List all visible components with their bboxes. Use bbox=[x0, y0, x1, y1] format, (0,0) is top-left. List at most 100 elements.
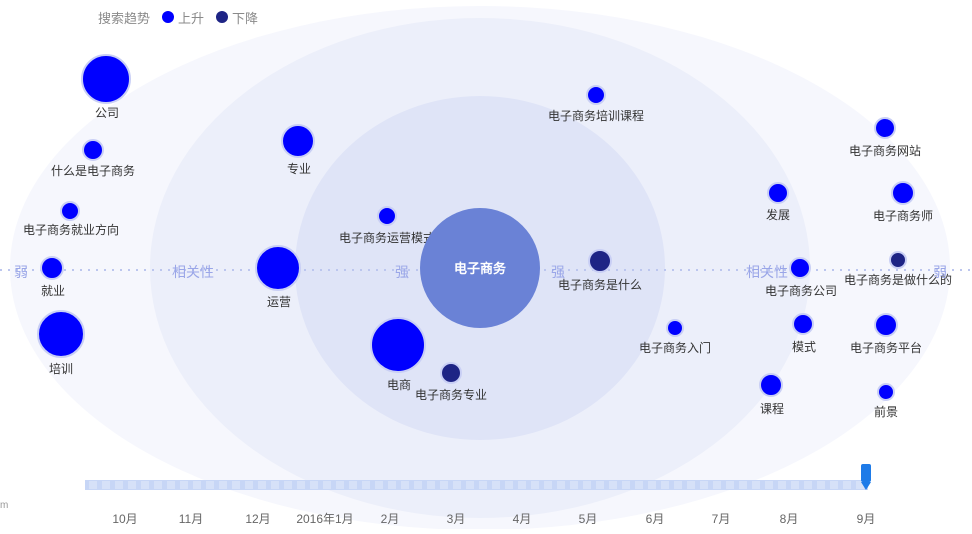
keyword-bubble[interactable]: 电子商务是做什么的 bbox=[844, 251, 952, 287]
keyword-bubble[interactable]: 什么是电子商务 bbox=[51, 139, 135, 178]
timeline-segment bbox=[414, 481, 422, 489]
timeline-segment bbox=[622, 481, 630, 489]
timeline-segment bbox=[830, 481, 838, 489]
keyword-bubble[interactable]: 电商 bbox=[370, 317, 426, 392]
bubble-mark[interactable] bbox=[281, 124, 315, 158]
keyword-bubble[interactable]: 电子商务平台 bbox=[850, 313, 922, 355]
timeline-month-label[interactable]: 12月 bbox=[245, 512, 270, 526]
bubble-label: 电子商务是什么 bbox=[558, 277, 642, 292]
bubble-label: 专业 bbox=[287, 161, 311, 176]
legend-up-icon bbox=[162, 11, 175, 23]
timeline-month-label[interactable]: 7月 bbox=[712, 512, 731, 526]
bubble-label: 电子商务网站 bbox=[849, 143, 921, 158]
timeline-handle[interactable] bbox=[861, 464, 871, 490]
center-keyword-label: 电子商务 bbox=[454, 261, 507, 276]
bubble-label: 就业 bbox=[41, 284, 65, 298]
bubble-mark[interactable] bbox=[891, 181, 915, 205]
bubble-label: 课程 bbox=[760, 401, 784, 416]
timeline-segment bbox=[843, 481, 851, 489]
keyword-bubble[interactable]: 发展 bbox=[766, 182, 790, 222]
timeline-segment bbox=[648, 481, 656, 489]
keyword-bubble[interactable]: 运营 bbox=[255, 245, 301, 309]
bubble-mark[interactable] bbox=[377, 206, 397, 226]
bubble-label: 运营 bbox=[267, 295, 291, 309]
bubble-mark[interactable] bbox=[767, 182, 789, 204]
bubble-label: 电子商务就业方向 bbox=[23, 222, 119, 237]
bubble-label: 模式 bbox=[792, 340, 816, 354]
legend-item-up[interactable]: 上升 bbox=[162, 8, 204, 27]
keyword-bubble[interactable]: 电子商务入门 bbox=[639, 319, 711, 355]
timeline-month-label[interactable]: 10月 bbox=[112, 512, 137, 526]
keyword-bubble[interactable]: 电子商务培训课程 bbox=[548, 85, 644, 123]
bubble-mark[interactable] bbox=[874, 313, 898, 337]
bubble-mark[interactable] bbox=[37, 310, 85, 358]
timeline-segment bbox=[492, 481, 500, 489]
ring-label-relevance-left: 相关性 bbox=[172, 264, 214, 280]
bubble-mark[interactable] bbox=[60, 201, 80, 221]
timeline-segment bbox=[544, 481, 552, 489]
timeline-month-label[interactable]: 5月 bbox=[579, 512, 598, 526]
bubble-label: 电子商务专业 bbox=[415, 387, 487, 402]
bubble-mark[interactable] bbox=[82, 139, 104, 161]
bubble-mark[interactable] bbox=[586, 85, 606, 105]
bubble-mark[interactable] bbox=[789, 257, 811, 279]
keyword-bubble[interactable]: 电子商务运营模式 bbox=[339, 206, 435, 245]
bubble-label: 发展 bbox=[766, 207, 790, 222]
bubble-mark[interactable] bbox=[874, 117, 896, 139]
timeline-track[interactable] bbox=[85, 480, 868, 490]
legend-item-down[interactable]: 下降 bbox=[216, 8, 258, 27]
timeline-month-label[interactable]: 11月 bbox=[179, 512, 203, 526]
bubble-mark[interactable] bbox=[370, 317, 426, 373]
bubble-label: 电商 bbox=[387, 377, 411, 392]
timeline-segment bbox=[505, 481, 513, 489]
legend: 搜索趋势 上升 下降 bbox=[98, 8, 258, 26]
timeline-month-label[interactable]: 9月 bbox=[857, 512, 876, 526]
timeline-segment bbox=[219, 481, 227, 489]
bubble-mark[interactable] bbox=[877, 383, 895, 401]
timeline-segment bbox=[284, 481, 292, 489]
timeline-segment bbox=[466, 481, 474, 489]
bubble-mark[interactable] bbox=[759, 373, 783, 397]
keyword-bubble[interactable]: 电子商务是什么 bbox=[558, 249, 642, 292]
bubble-label: 电子商务培训课程 bbox=[548, 108, 644, 123]
timeline-segment bbox=[375, 481, 383, 489]
bubble-mark[interactable] bbox=[81, 54, 131, 104]
timeline-month-label[interactable]: 2016年1月 bbox=[296, 512, 353, 526]
bubble-mark[interactable] bbox=[40, 256, 64, 280]
keyword-bubble[interactable]: 专业 bbox=[281, 124, 315, 176]
keyword-bubble[interactable]: 模式 bbox=[792, 313, 816, 354]
keyword-bubble[interactable]: 课程 bbox=[759, 373, 784, 416]
keyword-bubble[interactable]: 公司 bbox=[81, 54, 131, 120]
keyword-bubble[interactable]: 就业 bbox=[40, 256, 65, 298]
timeline-month-label[interactable]: 8月 bbox=[780, 512, 799, 526]
corner-text: m bbox=[0, 500, 9, 511]
bubble-mark[interactable] bbox=[440, 362, 462, 384]
keyword-bubble[interactable]: 前景 bbox=[874, 383, 898, 419]
timeline-segment bbox=[440, 481, 448, 489]
timeline-segment bbox=[700, 481, 708, 489]
keyword-bubble[interactable]: 电子商务就业方向 bbox=[23, 201, 119, 237]
timeline-segment bbox=[778, 481, 786, 489]
bubble-mark[interactable] bbox=[792, 313, 814, 335]
keyword-bubble[interactable]: 电子商务公司 bbox=[765, 257, 837, 298]
timeline-month-label[interactable]: 6月 bbox=[646, 512, 665, 526]
keyword-bubble[interactable]: 培训 bbox=[37, 310, 85, 376]
bubble-mark[interactable] bbox=[255, 245, 301, 291]
legend-down-label: 下降 bbox=[232, 10, 259, 26]
keyword-bubble[interactable]: 电子商务师 bbox=[873, 181, 933, 223]
bubble-label: 培训 bbox=[49, 361, 73, 376]
bubble-label: 电子商务是做什么的 bbox=[844, 272, 952, 287]
timeline-month-label[interactable]: 4月 bbox=[513, 512, 532, 526]
keyword-bubble[interactable]: 电子商务网站 bbox=[849, 117, 921, 158]
bubble-label: 电子商务运营模式 bbox=[339, 230, 435, 245]
timeline-month-label[interactable]: 2月 bbox=[381, 512, 400, 526]
bubble-mark[interactable] bbox=[666, 319, 684, 337]
handle-body[interactable] bbox=[861, 464, 871, 482]
keyword-bubble[interactable]: 电子商务专业 bbox=[415, 362, 487, 402]
timeline-segment bbox=[297, 481, 305, 489]
bubble-mark[interactable] bbox=[588, 249, 612, 273]
timeline-month-label[interactable]: 3月 bbox=[447, 512, 466, 526]
bubble-mark[interactable] bbox=[889, 251, 907, 269]
timeline-segment bbox=[89, 481, 97, 489]
